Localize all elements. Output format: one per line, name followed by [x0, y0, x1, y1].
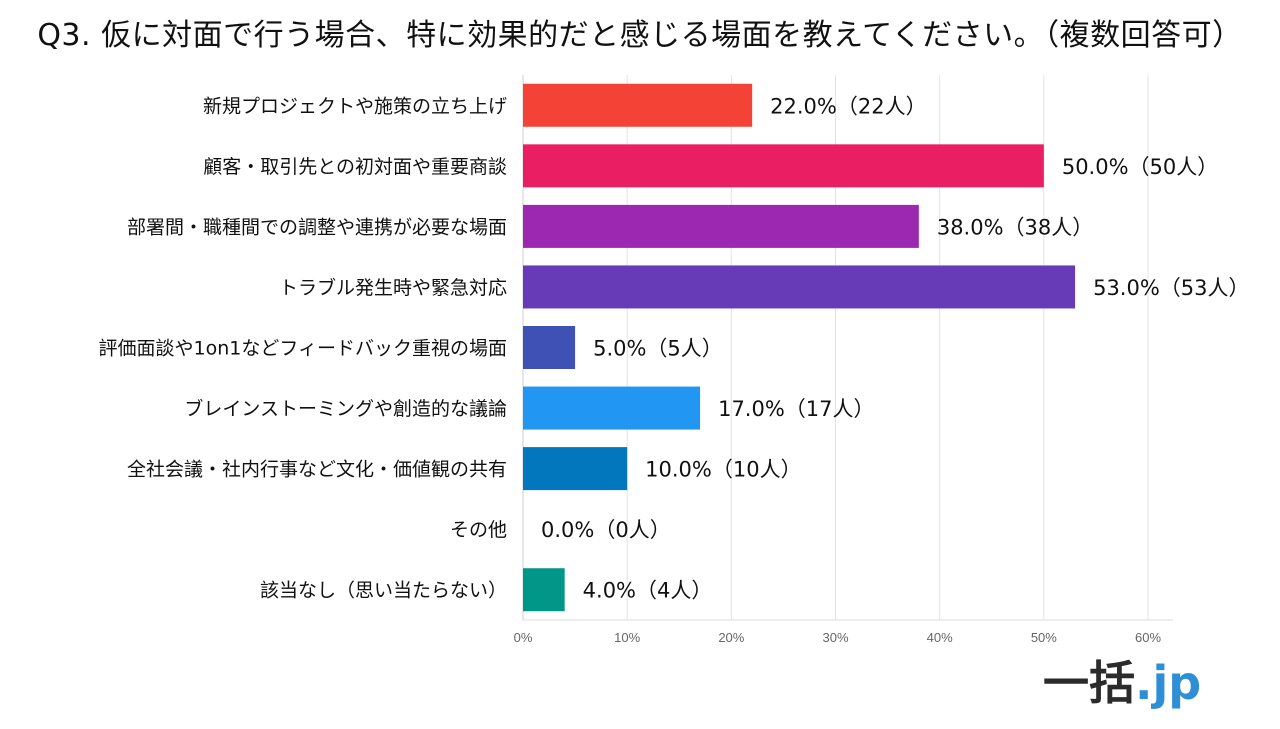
bar	[523, 568, 565, 612]
logo-main-text: 一括	[1043, 656, 1135, 710]
category-label: 評価面談や1on1などフィードバック重視の場面	[99, 338, 507, 360]
category-label: 顧客・取引先との初対面や重要商談	[203, 156, 507, 178]
category-label: 部署間・職種間での調整や連携が必要な場面	[127, 216, 507, 238]
data-label: 53.0%（53人）	[1093, 276, 1249, 300]
x-tick-label: 40%	[927, 630, 953, 645]
bar	[523, 447, 628, 491]
data-label: 0.0%（0人）	[541, 518, 671, 542]
category-label: 該当なし（思い当たらない）	[260, 580, 507, 602]
category-label: その他	[450, 519, 507, 541]
data-label: 10.0%（10人）	[645, 458, 801, 482]
logo-suffix-text: .jp	[1135, 656, 1202, 710]
x-tick-label: 0%	[514, 630, 533, 645]
brand-logo: 一括.jp	[1043, 655, 1201, 711]
x-tick-label: 30%	[822, 630, 848, 645]
data-label: 5.0%（5人）	[593, 337, 723, 361]
bar	[523, 265, 1076, 309]
data-label: 17.0%（17人）	[718, 397, 874, 421]
data-label: 38.0%（38人）	[937, 215, 1093, 239]
labels: 0% 10% 20% 30% 40% 50% 60% 新規プロジェクトや施策の立ち上げ 22.0…	[99, 94, 1250, 645]
x-tick-label: 20%	[718, 630, 744, 645]
bar	[523, 83, 753, 127]
category-label: 全社会議・社内行事など文化・価値観の共有	[127, 459, 507, 481]
x-tick-label: 60%	[1135, 630, 1161, 645]
bar	[523, 326, 576, 369]
x-tick-label: 50%	[1031, 630, 1057, 645]
category-label: ブレインストーミングや創造的な議論	[184, 397, 507, 420]
bars	[523, 83, 1076, 612]
category-label: トラブル発生時や緊急対応	[279, 276, 507, 299]
data-label: 50.0%（50人）	[1062, 155, 1218, 179]
bar	[523, 204, 919, 248]
data-label: 22.0%（22人）	[770, 94, 926, 118]
chart-title: Q3. 仮に対面で行う場合、特に効果的だと感じる場面を教えてください。（複数回答…	[37, 18, 1243, 53]
bar	[523, 144, 1044, 188]
bar	[523, 386, 701, 430]
category-label: 新規プロジェクトや施策の立ち上げ	[203, 95, 507, 117]
x-tick-label: 10%	[614, 630, 640, 645]
data-label: 4.0%（4人）	[583, 579, 713, 603]
